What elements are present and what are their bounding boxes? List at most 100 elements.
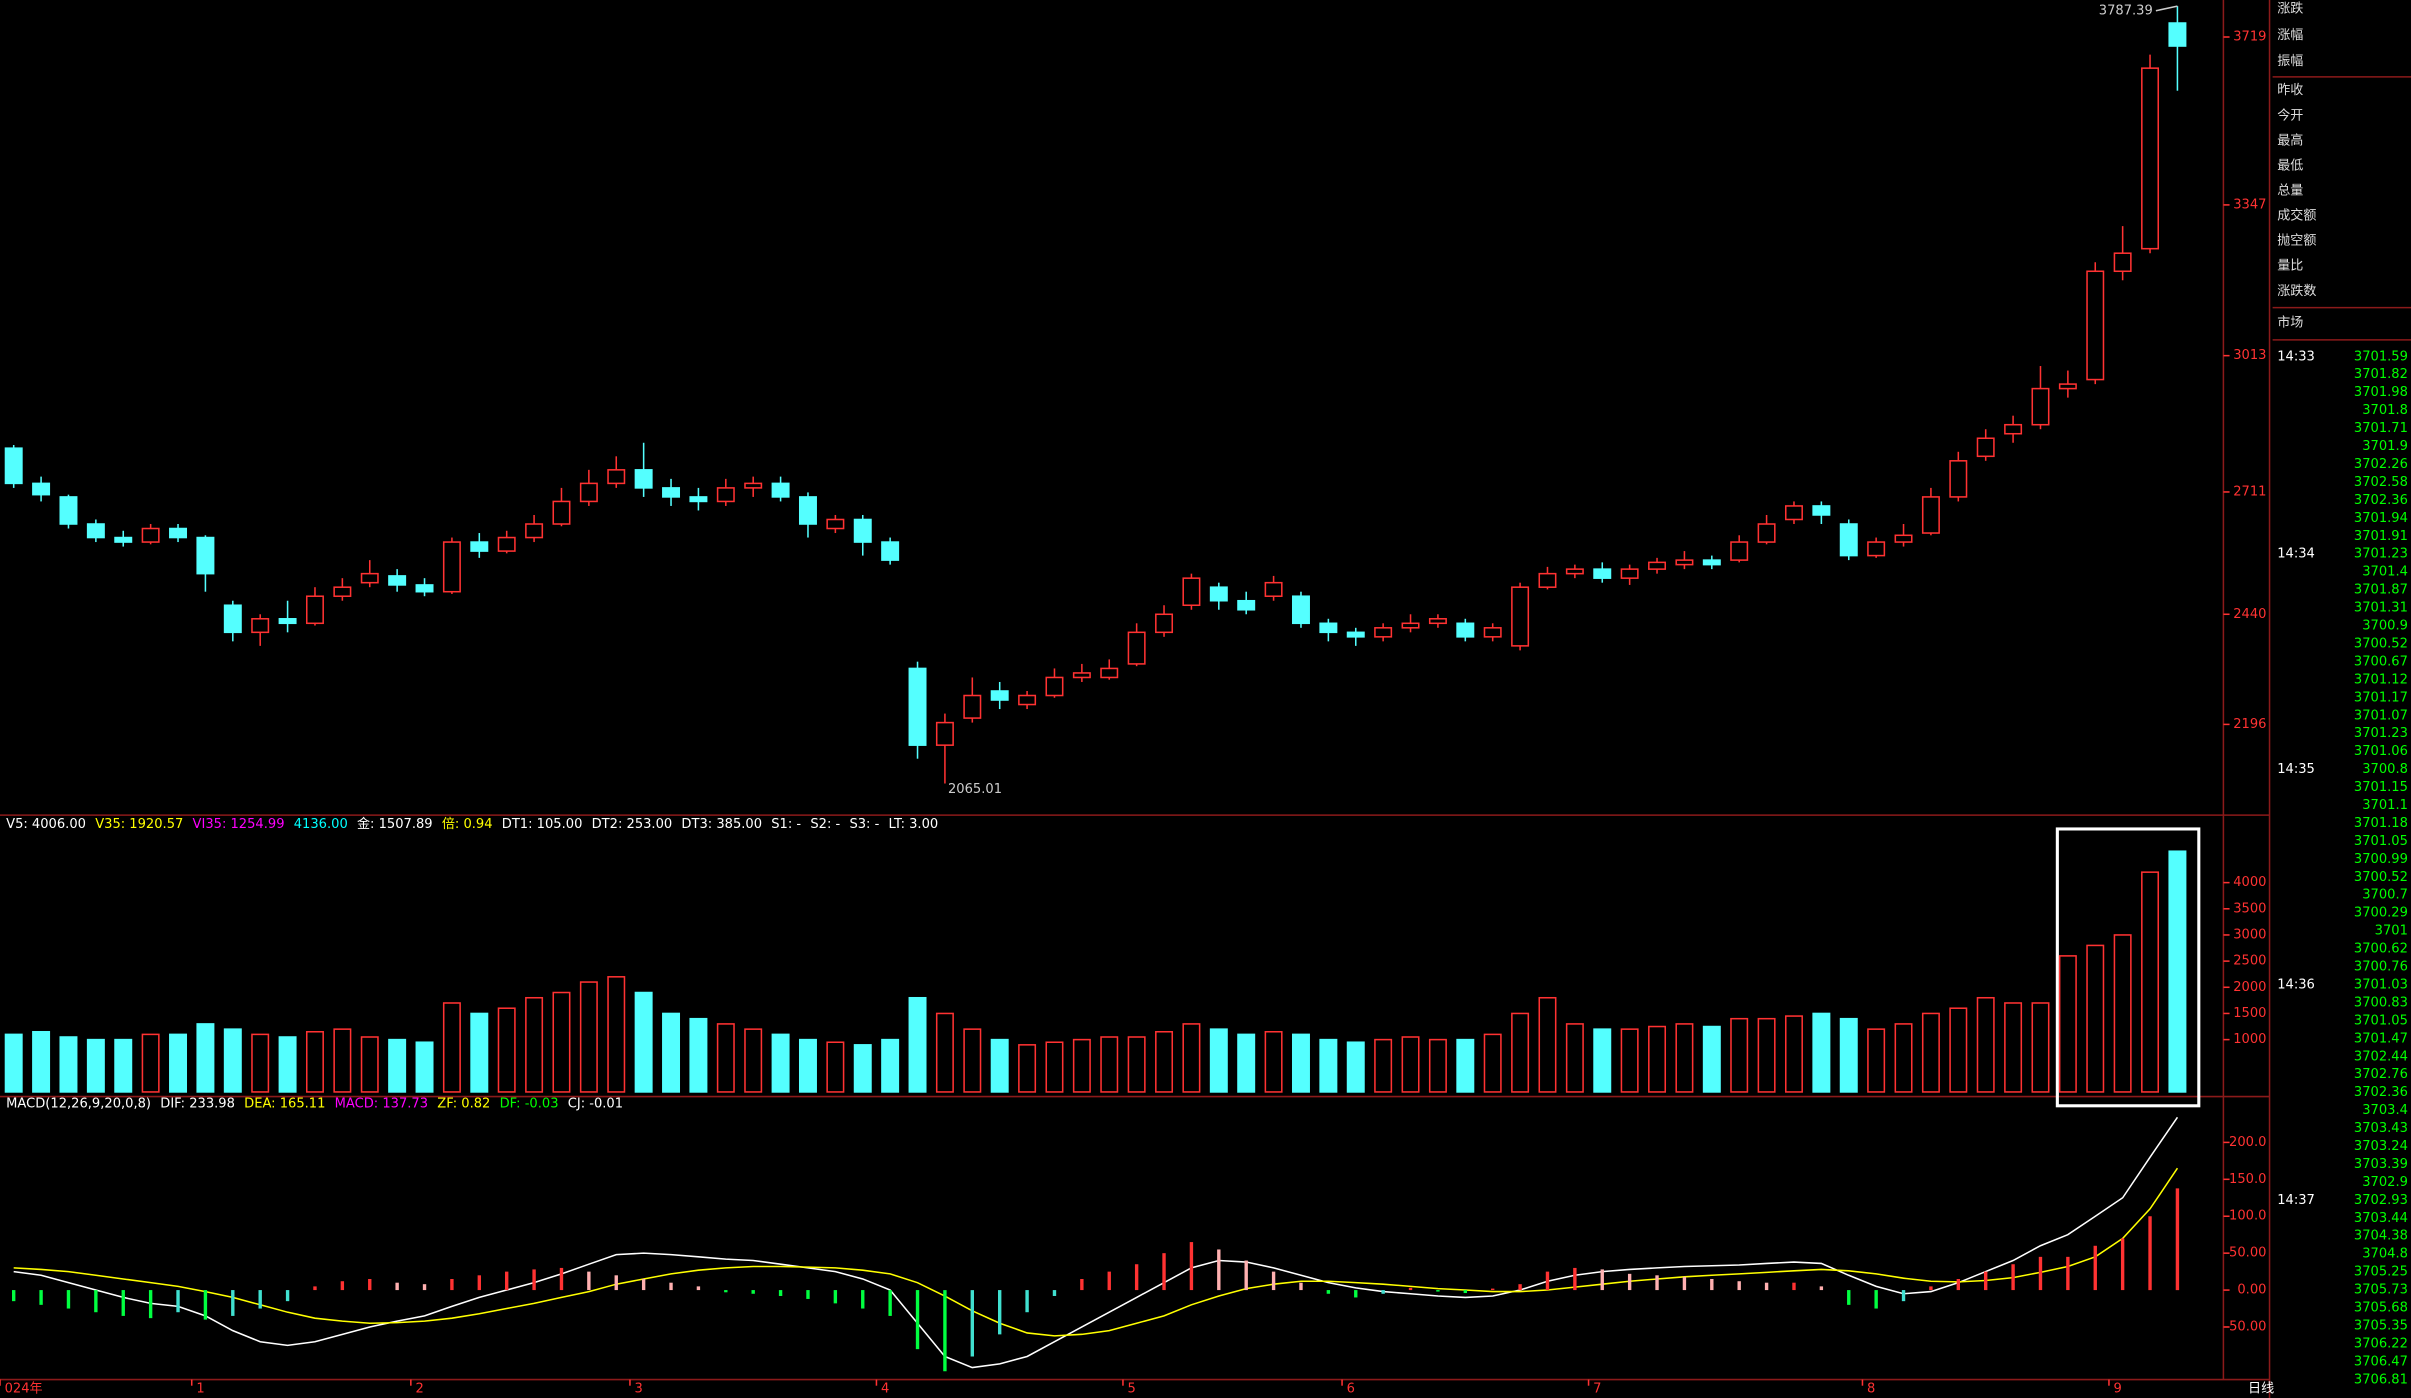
volume-bar — [4, 1033, 23, 1093]
tick-price: 3702.93 — [2354, 1193, 2408, 1208]
tick-price: 3701.91 — [2354, 529, 2408, 544]
quote-field: 涨幅 — [2277, 28, 2303, 43]
tick-price: 3706.22 — [2354, 1336, 2408, 1351]
volume-bar — [1072, 1038, 1091, 1093]
x-tick-label: 5 — [1128, 1381, 1136, 1396]
candle-body — [1237, 599, 1256, 611]
volume-bar — [1483, 1033, 1502, 1093]
candle-body — [935, 721, 954, 746]
candle-body — [2004, 423, 2023, 435]
indicator-label: 4136.00 — [294, 817, 348, 832]
volume-bar — [1976, 996, 1995, 1093]
candle-body — [1593, 568, 1612, 579]
candle-body — [169, 527, 188, 539]
y-tick-label: 2440 — [2233, 607, 2266, 622]
volume-bar — [716, 1023, 735, 1093]
tick-price: 3700.52 — [2354, 870, 2408, 885]
indicator-label: CJ: -0.01 — [568, 1097, 623, 1112]
candle-body — [1072, 672, 1091, 679]
quote-field: 总量 — [2277, 184, 2303, 199]
candle-body — [470, 541, 489, 552]
tick-price: 3706.47 — [2354, 1354, 2408, 1369]
quote-field: 涨跌数 — [2277, 283, 2316, 299]
candle-body — [634, 469, 653, 489]
candle-body — [388, 575, 407, 586]
candle-body — [114, 536, 133, 543]
tick-time: 14:35 — [2277, 762, 2315, 777]
tick-price: 3700.9 — [2362, 619, 2408, 634]
indicator-label: 倍: 0.94 — [442, 817, 493, 832]
tick-price: 3701.94 — [2354, 511, 2408, 526]
indicator-label: DEA: 165.11 — [244, 1097, 325, 1112]
volume-bar — [415, 1041, 434, 1093]
candle-body — [716, 487, 735, 503]
candle-body — [1155, 613, 1174, 634]
tick-price: 3705.68 — [2354, 1301, 2408, 1316]
candle-body — [1784, 505, 1803, 521]
volume-bar — [1155, 1030, 1174, 1093]
macd-line — [13, 1116, 2179, 1369]
volume-bar — [1620, 1028, 1639, 1093]
candle-body — [1100, 667, 1119, 679]
tick-price: 3701.98 — [2354, 385, 2408, 400]
candle-body — [1675, 559, 1694, 566]
tick-price: 3700.7 — [2362, 888, 2408, 903]
volume-bar — [2141, 871, 2160, 1093]
x-tick-label: 1 — [196, 1381, 204, 1396]
volume-bar — [2031, 1002, 2050, 1093]
candle-body — [1045, 676, 1064, 697]
volume-bar — [1018, 1044, 1037, 1093]
candle-body — [497, 536, 516, 552]
x-tick-label: 6 — [1347, 1381, 1355, 1396]
indicator-label: S1: - — [771, 817, 801, 832]
tick-price: 3701.05 — [2354, 1013, 2408, 1028]
tick-price: 3700.29 — [2354, 906, 2408, 921]
tick-price: 3702.36 — [2354, 1085, 2408, 1100]
volume-bar — [1565, 1023, 1584, 1093]
candle-body — [798, 496, 817, 525]
volume-bar — [196, 1023, 215, 1093]
candle-body — [1949, 460, 1968, 498]
volume-bar — [1264, 1030, 1283, 1093]
candle-body — [278, 618, 297, 625]
quote-field: 最高 — [2277, 132, 2303, 148]
candle-body — [59, 496, 78, 525]
period-label[interactable]: 日线 — [2248, 1381, 2274, 1396]
indicator-label: LT: 3.00 — [889, 817, 939, 832]
indicator-label: V35: 1920.57 — [95, 817, 183, 832]
candle-body — [86, 523, 105, 539]
y-tick-label: 2196 — [2233, 717, 2266, 732]
selection-box[interactable] — [2055, 827, 2201, 1108]
candle-body — [1839, 523, 1858, 557]
tick-time: 14:33 — [2277, 349, 2315, 364]
candle-body — [908, 667, 927, 746]
tick-price: 3704.38 — [2354, 1229, 2408, 1244]
volume-bar — [141, 1033, 160, 1093]
volume-bar — [1593, 1028, 1612, 1093]
volume-bar — [1702, 1025, 1721, 1093]
volume-bar — [1291, 1033, 1310, 1093]
indicator-label: DF: -0.03 — [500, 1097, 559, 1112]
tick-price: 3700.83 — [2354, 995, 2408, 1010]
y-tick-label: 3013 — [2233, 348, 2266, 363]
tick-price: 3701.23 — [2354, 547, 2408, 562]
candle-body — [2058, 383, 2077, 390]
volume-bar — [333, 1028, 352, 1093]
tick-price: 3701 — [2375, 924, 2408, 939]
x-tick-label: 2 — [415, 1381, 423, 1396]
volume-bar — [442, 1002, 461, 1093]
tick-price: 3701.87 — [2354, 583, 2408, 598]
tick-price: 3702.26 — [2354, 457, 2408, 472]
candle-body — [1127, 631, 1146, 665]
tick-price: 3701.15 — [2354, 780, 2408, 795]
quote-field: 抛空额 — [2277, 234, 2316, 249]
tick-price: 3702.58 — [2354, 475, 2408, 490]
candle-body — [333, 586, 352, 597]
high-pointer — [2155, 5, 2178, 12]
volume-bar — [607, 976, 626, 1093]
candle-body — [1182, 577, 1201, 607]
candle-body — [141, 527, 160, 543]
indicator-label: DT1: 105.00 — [502, 817, 583, 832]
market-label: 市场 — [2277, 314, 2303, 330]
